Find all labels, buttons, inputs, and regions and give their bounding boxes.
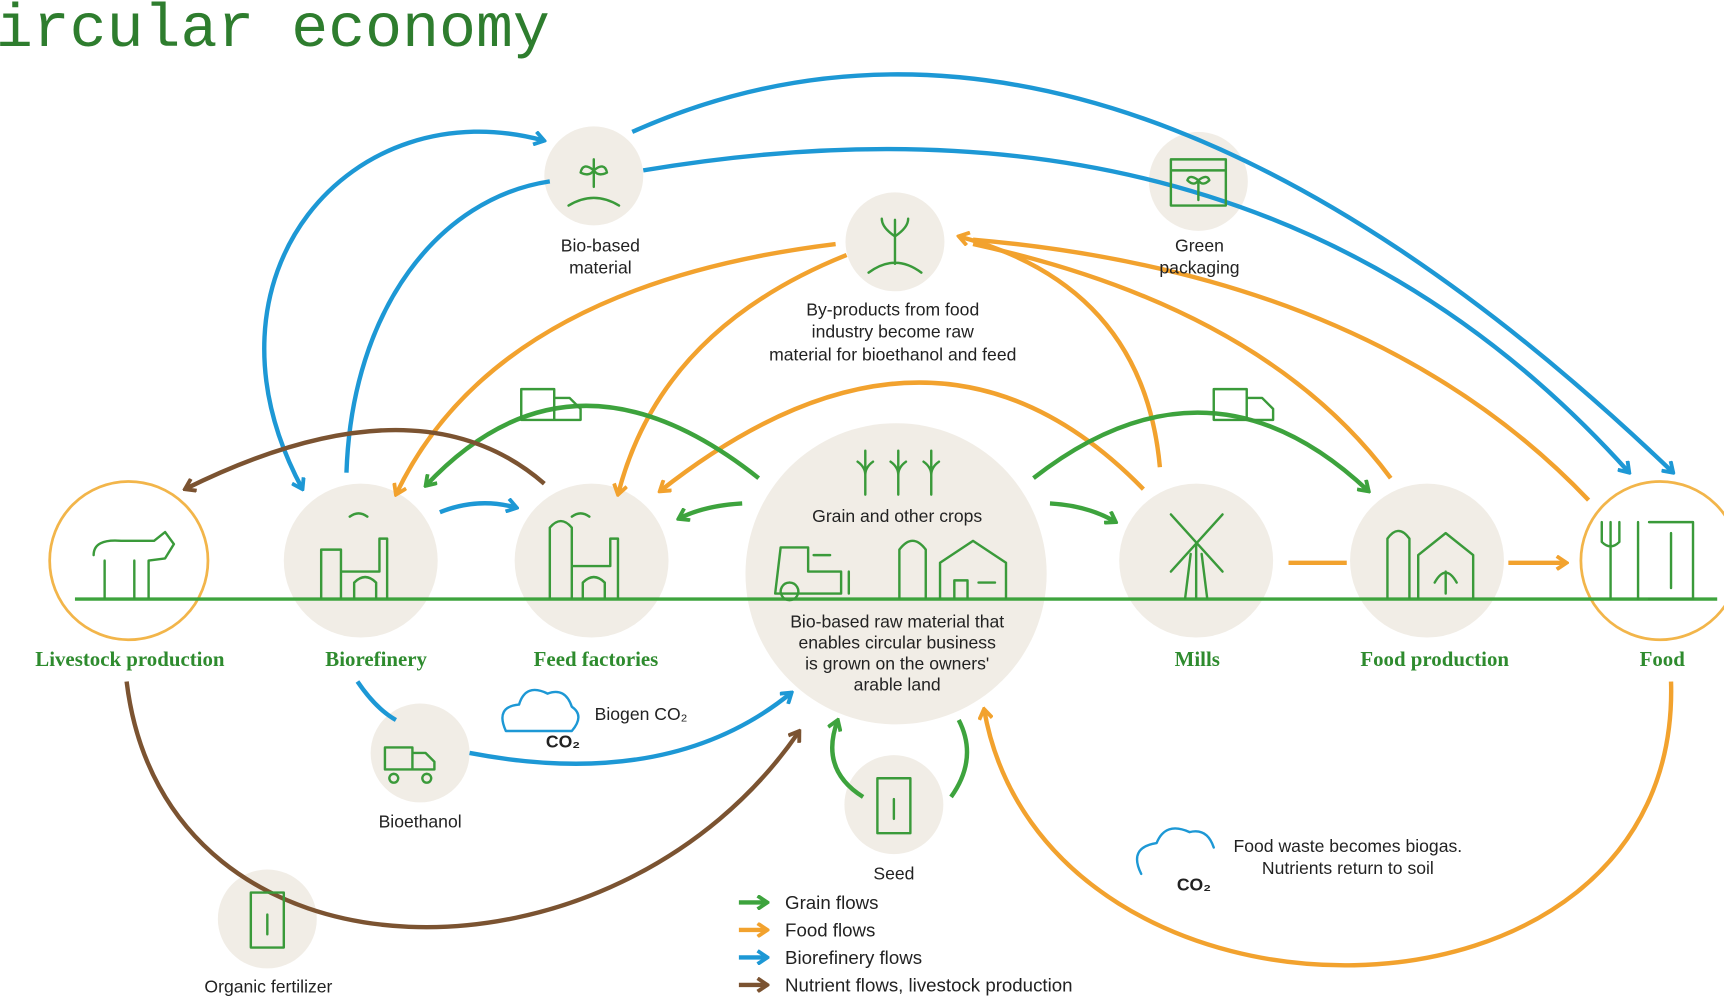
resource-labels: Bio-based material Green packaging By-pr… (204, 236, 1239, 997)
legend: Grain flows Food flows Biorefinery flows… (738, 892, 1073, 996)
label: material (569, 258, 632, 278)
stage-label: Livestock production (35, 647, 225, 671)
label: Bio-based (561, 236, 640, 256)
stage-label: Food (1640, 647, 1686, 671)
stage-label: Mills (1175, 647, 1220, 671)
label: Bioethanol (379, 812, 462, 832)
center-text: arable land (854, 674, 941, 694)
flows (74, 72, 1718, 968)
circles (48, 126, 1724, 969)
center-title: Grain and other crops (812, 506, 982, 526)
cloud-label: CO₂ (1177, 874, 1211, 894)
center-text: is grown on the owners' (805, 653, 989, 673)
legend-entry: Nutrient flows, livestock production (785, 975, 1072, 996)
legend-entry: Biorefinery flows (785, 947, 922, 968)
stage-label: Feed factories (534, 647, 659, 671)
label: By-products from food (806, 299, 979, 319)
label: Organic fertilizer (204, 977, 332, 997)
notes: CO₂ Biogen CO₂ CO₂ Food waste becomes bi… (546, 704, 1462, 894)
label: industry become raw (812, 321, 974, 341)
stage-label: Biorefinery (325, 647, 427, 671)
icons (92, 158, 1695, 949)
label: Seed (873, 863, 914, 883)
stage-label: Food production (1360, 647, 1509, 671)
note: Nutrients return to soil (1262, 858, 1434, 878)
title: ircular economy (0, 0, 550, 65)
cloud-label: CO₂ (546, 731, 580, 751)
label: packaging (1159, 258, 1239, 278)
center-text: enables circular business (798, 633, 996, 653)
label: Green (1175, 236, 1224, 256)
label: material for bioethanol and feed (769, 345, 1016, 365)
center-labels: Grain and other crops Bio-based raw mate… (790, 506, 1004, 694)
note: Food waste becomes biogas. (1234, 836, 1463, 856)
note: Biogen CO₂ (595, 704, 688, 724)
legend-entry: Grain flows (785, 892, 878, 913)
legend-entry: Food flows (785, 920, 875, 941)
stage-labels: Livestock production Biorefinery Feed fa… (35, 647, 1685, 671)
center-text: Bio-based raw material that (790, 612, 1004, 632)
